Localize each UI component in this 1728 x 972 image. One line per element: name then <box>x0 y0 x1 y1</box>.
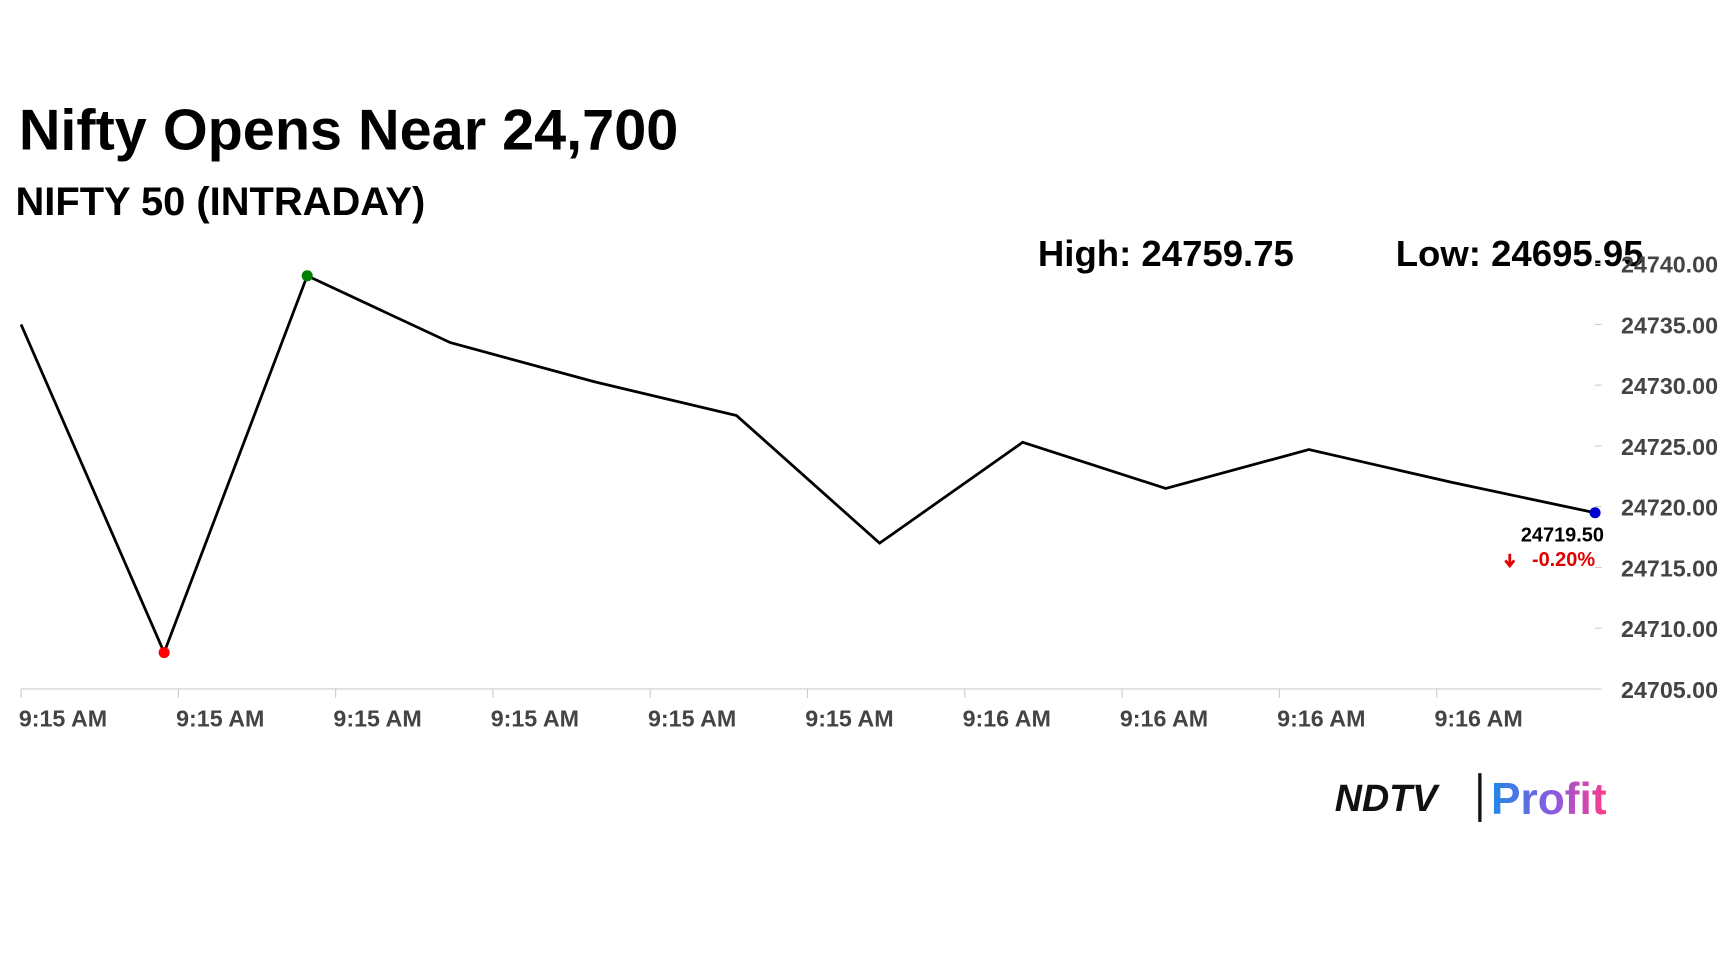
y-tick-label: 24735.00 <box>1621 312 1718 338</box>
value-label: 24719.50 <box>1521 525 1604 547</box>
change-label: -0.20% <box>1532 549 1595 571</box>
x-tick-label: 9:16 AM <box>963 706 1051 732</box>
x-tick-label: 9:16 AM <box>1120 706 1208 732</box>
x-tick-label: 9:16 AM <box>1434 706 1522 732</box>
y-tick-label: 24705.00 <box>1621 677 1718 703</box>
y-tick-label: 24730.00 <box>1621 373 1718 399</box>
x-tick-label: 9:15 AM <box>805 706 893 732</box>
x-tick-label: 9:15 AM <box>491 706 579 732</box>
logo-product: Profit <box>1491 775 1607 824</box>
y-tick-label: 24725.00 <box>1621 434 1718 460</box>
high-label: High: 24759.75 <box>1038 233 1294 274</box>
y-tick-label: 24740.00 <box>1621 251 1718 277</box>
low-label: Low: 24695.95 <box>1396 233 1644 274</box>
last-marker <box>1589 507 1601 519</box>
min-marker <box>158 646 170 659</box>
y-tick-label: 24720.00 <box>1621 495 1718 521</box>
x-tick-label: 9:15 AM <box>333 706 421 732</box>
x-tick-label: 9:15 AM <box>648 706 736 732</box>
y-tick-label: 24710.00 <box>1621 616 1718 642</box>
max-marker <box>301 270 313 282</box>
chart-title: Nifty Opens Near 24,700 <box>19 99 678 163</box>
x-tick-label: 9:15 AM <box>19 706 107 732</box>
x-tick-label: 9:15 AM <box>176 706 264 732</box>
y-tick-label: 24715.00 <box>1621 555 1718 581</box>
chart-subtitle: NIFTY 50 (INTRADAY) <box>16 180 426 224</box>
change-arrow <box>1504 553 1516 569</box>
line <box>19 273 1596 657</box>
x-tick-label: 9:16 AM <box>1277 706 1365 732</box>
logo-brand: NDTV <box>1335 777 1440 819</box>
